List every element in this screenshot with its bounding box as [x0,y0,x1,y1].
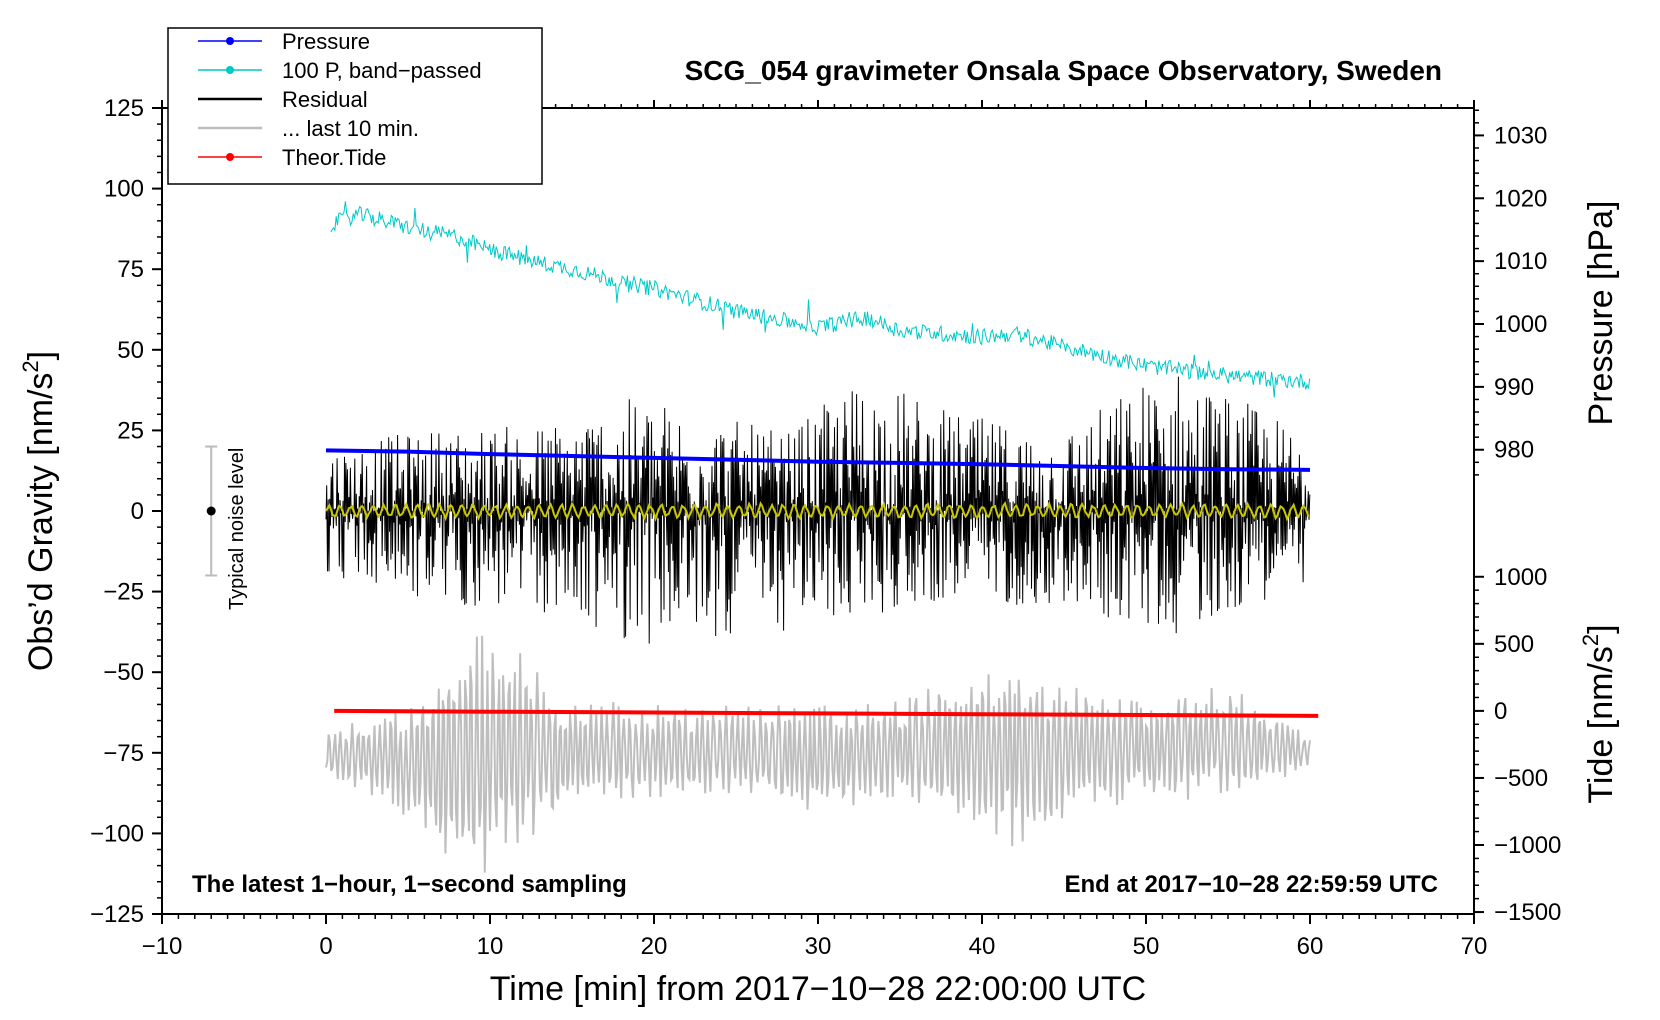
series-band-passed-pressure [330,201,1311,398]
tide-axis: 1000 500 0 −500 −1000 −1500 [1474,564,1561,926]
tide-axis-title-end: ] [1582,624,1620,633]
series-residual [325,376,1311,644]
pressure-tick-label: 990 [1494,374,1534,401]
tide-tick-label: −1500 [1494,899,1561,926]
series-last-10-min [325,635,1311,873]
x-tick-label: 50 [1133,933,1160,960]
left-tick-label: 0 [131,498,144,525]
left-tick-label: −75 [103,740,144,767]
tide-axis-title: Tide [nm/s2] [1578,624,1620,803]
left-axis: 125 100 75 50 25 0 −25 −50 −75 −100 −125 [90,95,162,928]
tide-axis-title-main: Tide [nm/s [1582,646,1620,803]
noise-indicator-label: Typical noise level [226,448,248,610]
series-residual-smoothed [325,500,1310,522]
note-left: The latest 1−hour, 1−second sampling [192,871,627,898]
left-tick-label: −50 [103,659,144,686]
band-passed-line [330,201,1311,398]
x-tick-label: 70 [1461,933,1488,960]
note-right: End at 2017−10−28 22:59:59 UTC [1064,871,1438,898]
left-tick-label: 25 [117,417,144,444]
left-tick-label: 75 [117,256,144,283]
pressure-tick-label: 1000 [1494,311,1547,338]
pressure-tick-label: 1020 [1494,185,1547,212]
legend-marker [226,37,234,45]
left-axis-title-main: Obs’d Gravity [nm/s [22,373,60,672]
left-tick-label: −100 [90,820,144,847]
left-tick-label: 50 [117,337,144,364]
legend-label: Theor.Tide [282,145,386,170]
tide-tick-label: 0 [1494,698,1507,725]
left-tick-label: 125 [104,95,144,122]
tide-line [334,708,1319,718]
x-tick-label: 40 [969,933,996,960]
tide-axis-title-sup: 2 [1578,634,1603,646]
legend-label: 100 P, band−passed [282,58,482,83]
pressure-axis-title: Pressure [hPa] [1582,201,1620,426]
tide-tick-label: 500 [1494,631,1534,658]
legend-label: Pressure [282,29,370,54]
noise-center-dot [206,506,216,516]
tide-tick-label: −500 [1494,765,1548,792]
x-tick-label: 0 [319,933,332,960]
left-axis-title-end: ] [22,351,60,360]
noise-indicator [205,445,218,577]
residual-smoothed-line [325,500,1310,522]
last-10-min-line [325,635,1311,873]
legend-label: ... last 10 min. [282,116,419,141]
x-tick-label: 10 [477,933,504,960]
legend-marker [226,153,234,161]
legend-label: Residual [282,87,368,112]
chart-title: SCG_054 gravimeter Onsala Space Observat… [685,55,1442,86]
left-tick-label: −125 [90,901,144,928]
x-axis-title: Time [min] from 2017−10−28 22:00:00 UTC [490,970,1146,1008]
residual-line [325,376,1311,644]
left-tick-label: −25 [103,579,144,606]
series-theoretical-tide [334,708,1319,718]
x-tick-label: −10 [142,933,183,960]
pressure-line [325,448,1311,472]
tide-tick-label: 1000 [1494,564,1547,591]
x-tick-label: 30 [805,933,832,960]
x-tick-label: 20 [641,933,668,960]
x-tick-label: 60 [1297,933,1324,960]
pressure-tick-label: 1010 [1494,248,1547,275]
pressure-tick-label: 1030 [1494,122,1547,149]
pressure-axis: 980 990 1000 1010 1020 1030 [1474,109,1547,476]
tide-tick-label: −1000 [1494,832,1561,859]
legend: Pressure 100 P, band−passed Residual ... la… [167,27,543,185]
left-axis-title-sup: 2 [18,360,43,372]
pressure-tick-label: 980 [1494,437,1534,464]
left-axis-title: Obs’d Gravity [nm/s2] [18,351,60,671]
left-tick-label: 100 [104,176,144,203]
series-pressure [325,448,1311,472]
legend-marker [226,66,234,74]
